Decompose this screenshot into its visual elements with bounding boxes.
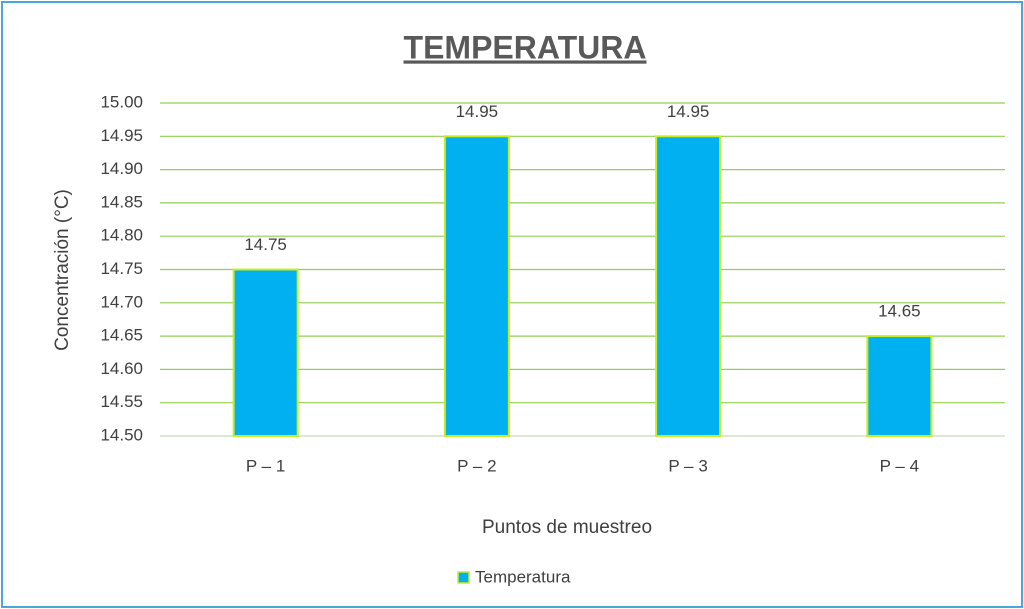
y-tick-label: 14.95 [100,126,143,145]
y-tick-label: 14.75 [100,259,143,278]
bar [232,268,299,437]
x-tick-label: P – 1 [246,456,285,475]
y-tick-label: 14.80 [100,226,143,245]
y-axis-title: Concentración (°C) [52,189,73,351]
bar [443,135,510,438]
y-tick-label: 14.55 [100,392,143,411]
bar [655,135,722,438]
legend-swatch [457,571,470,584]
y-tick-label: 14.85 [100,192,143,211]
data-label: 14.95 [456,102,499,121]
y-tick-label: 14.90 [100,159,143,178]
y-tick-label: 14.60 [100,359,143,378]
legend-label: Temperatura [475,567,571,586]
x-axis-title: Puntos de muestreo [482,517,652,538]
y-tick-label: 14.50 [100,425,143,444]
data-label: 14.65 [878,302,921,321]
data-label: 14.75 [244,235,287,254]
y-tick-label: 14.70 [100,292,143,311]
chart-title: TEMPERATURA [404,29,647,65]
x-tick-label: P – 4 [880,456,919,475]
x-tick-label: P – 3 [668,456,707,475]
data-label: 14.95 [667,102,710,121]
y-tick-label: 14.65 [100,326,143,345]
x-tick-label: P – 2 [457,456,496,475]
bar [866,335,933,438]
y-tick-label: 15.00 [100,92,143,111]
